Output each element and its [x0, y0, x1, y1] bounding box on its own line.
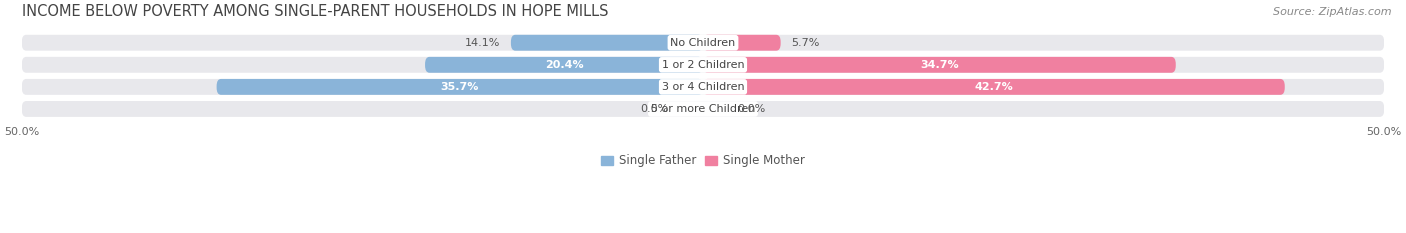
Text: INCOME BELOW POVERTY AMONG SINGLE-PARENT HOUSEHOLDS IN HOPE MILLS: INCOME BELOW POVERTY AMONG SINGLE-PARENT… [21, 4, 609, 19]
Text: 3 or 4 Children: 3 or 4 Children [662, 82, 744, 92]
FancyBboxPatch shape [21, 101, 1385, 117]
FancyBboxPatch shape [217, 79, 703, 95]
FancyBboxPatch shape [510, 35, 703, 51]
Legend: Single Father, Single Mother: Single Father, Single Mother [596, 150, 810, 172]
FancyBboxPatch shape [21, 35, 1385, 51]
Text: 0.0%: 0.0% [641, 104, 669, 114]
FancyBboxPatch shape [425, 57, 703, 73]
Text: 1 or 2 Children: 1 or 2 Children [662, 60, 744, 70]
FancyBboxPatch shape [703, 35, 780, 51]
FancyBboxPatch shape [21, 79, 1385, 95]
Text: Source: ZipAtlas.com: Source: ZipAtlas.com [1274, 7, 1392, 17]
Text: 14.1%: 14.1% [464, 38, 501, 48]
Text: No Children: No Children [671, 38, 735, 48]
Text: 35.7%: 35.7% [440, 82, 479, 92]
FancyBboxPatch shape [21, 57, 1385, 73]
FancyBboxPatch shape [703, 79, 1285, 95]
FancyBboxPatch shape [696, 104, 703, 114]
FancyBboxPatch shape [703, 104, 710, 114]
Text: 5 or more Children: 5 or more Children [651, 104, 755, 114]
Text: 5.7%: 5.7% [792, 38, 820, 48]
Text: 34.7%: 34.7% [920, 60, 959, 70]
Text: 42.7%: 42.7% [974, 82, 1014, 92]
Text: 0.0%: 0.0% [737, 104, 765, 114]
FancyBboxPatch shape [703, 57, 1175, 73]
Text: 20.4%: 20.4% [544, 60, 583, 70]
